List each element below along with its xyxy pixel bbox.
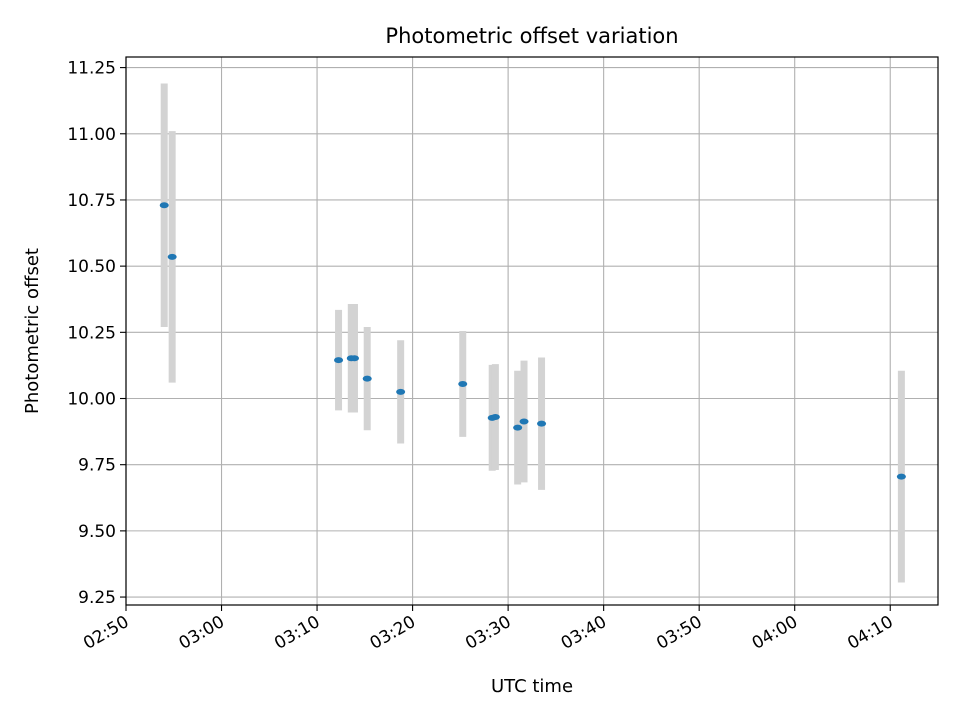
data-point	[513, 424, 523, 431]
data-point	[396, 388, 406, 395]
chart-title: Photometric offset variation	[385, 24, 678, 48]
y-tick-label: 9.50	[78, 522, 116, 542]
data-point	[458, 380, 468, 387]
data-point	[159, 202, 169, 209]
data-point	[490, 414, 500, 421]
y-tick-label: 9.25	[78, 588, 116, 608]
data-point	[896, 473, 906, 480]
data-markers	[159, 202, 906, 480]
y-tick-label: 11.25	[67, 59, 116, 79]
y-tick-label: 10.75	[67, 191, 116, 211]
data-point	[519, 418, 529, 425]
data-point	[537, 420, 547, 427]
y-tick-label: 10.25	[67, 323, 116, 343]
x-axis-label: UTC time	[491, 676, 573, 697]
data-point	[167, 253, 177, 260]
data-point	[334, 357, 344, 364]
y-tick-label: 10.00	[67, 390, 116, 410]
y-tick-label: 10.50	[67, 257, 116, 277]
grid	[125, 57, 938, 605]
y-tick-label: 11.00	[67, 125, 116, 145]
plot-frame	[125, 56, 939, 606]
data-point	[362, 375, 372, 382]
y-axis: 9.25 9.50 9.75 10.00 10.25 10.50 10.75 11.00 11.…	[67, 59, 126, 608]
data-point	[349, 355, 359, 362]
y-axis-label: Photometric offset	[22, 248, 43, 414]
y-tick-label: 9.75	[78, 456, 116, 476]
